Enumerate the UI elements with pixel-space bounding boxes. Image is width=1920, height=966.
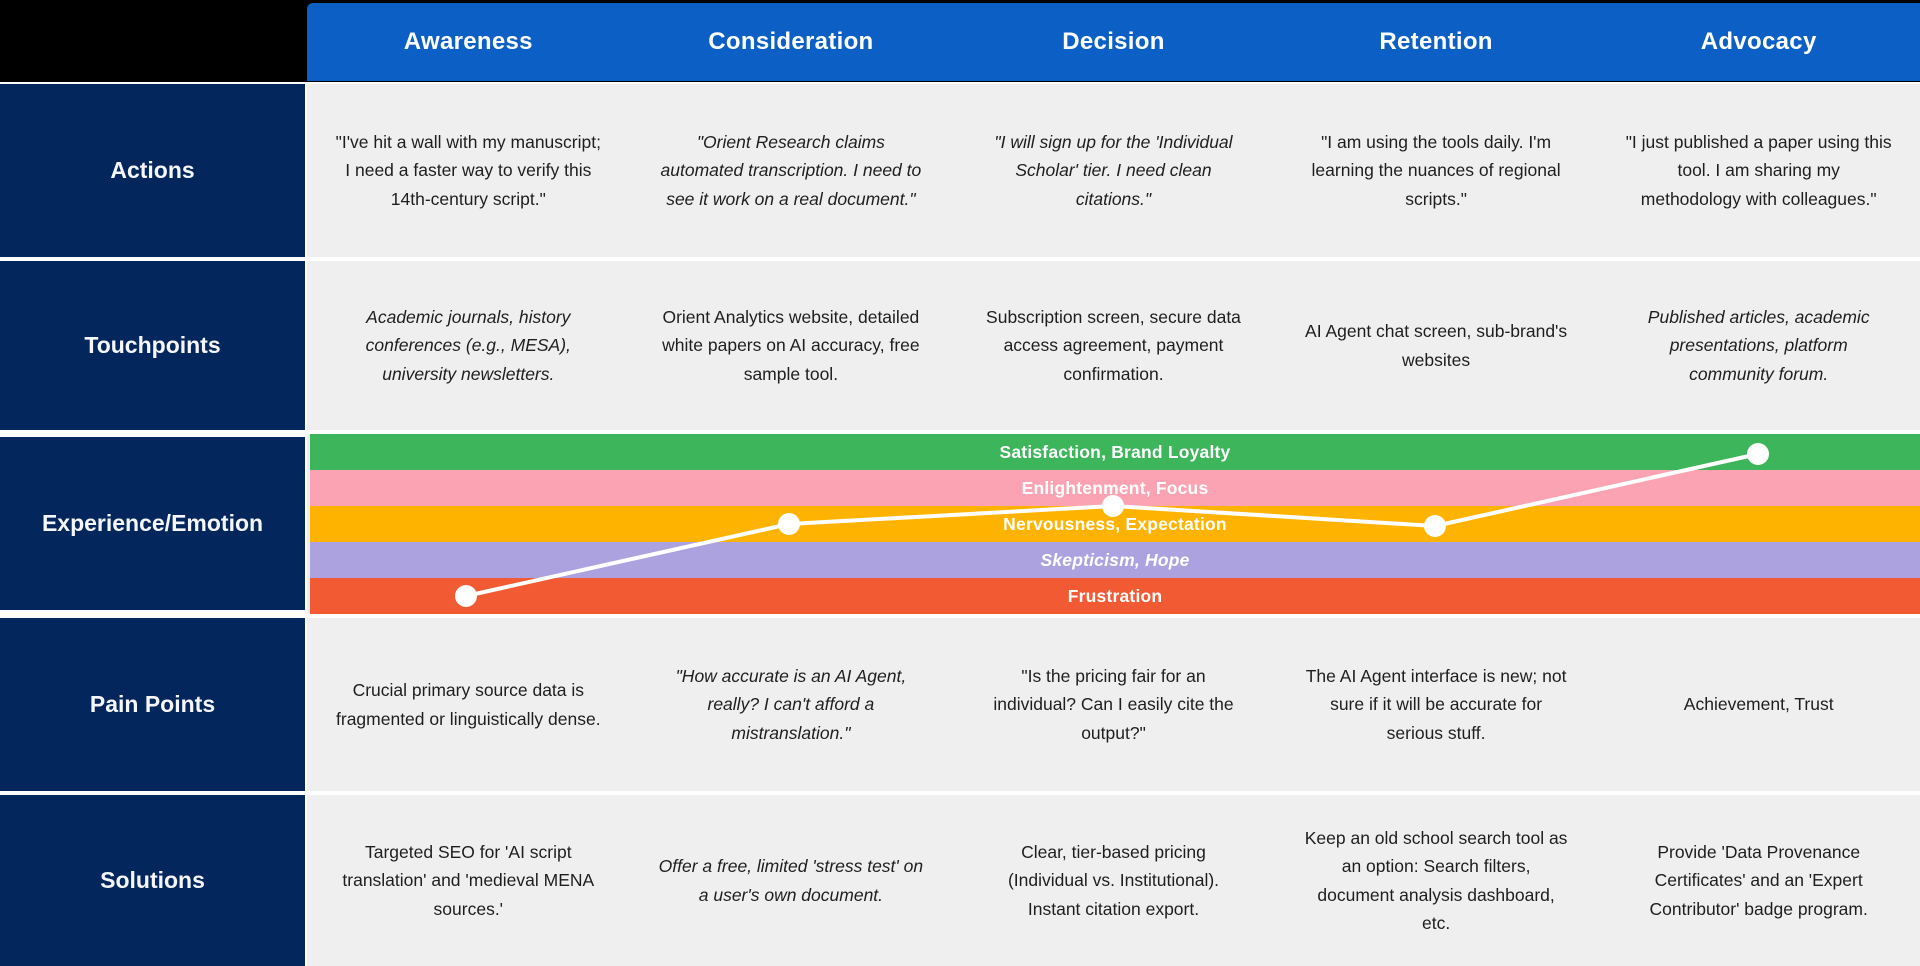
emotion-band-enlightenment: Enlightenment, Focus bbox=[310, 470, 1920, 506]
stage-cell-advocacy: Advocacy bbox=[1700, 28, 1817, 55]
emotion-band-frustration: Frustration bbox=[310, 578, 1920, 614]
cell-solutions-advocacy: Provide 'Data Provenance Certificates' a… bbox=[1649, 841, 1868, 919]
cell-touchpoints-awareness: Academic journals, history conferences (… bbox=[365, 306, 571, 384]
cell-touchpoints-advocacy: Published articles, academic presentatio… bbox=[1647, 306, 1870, 384]
cell-solutions-retention: Keep an old school search tool as an opt… bbox=[1304, 827, 1568, 933]
row-label-touchpoints: Touchpoints bbox=[0, 261, 305, 430]
cell-solutions-decision: Clear, tier-based pricing (Individual vs… bbox=[1007, 841, 1220, 919]
stage-cell-decision: Decision bbox=[1062, 28, 1165, 55]
solutions-row: Targeted SEO for 'AI script translation'… bbox=[307, 795, 1920, 966]
cell-actions-decision: "I will sign up for the 'Individual Scho… bbox=[994, 131, 1233, 209]
cell-pain-retention: The AI Agent interface is new; not sure … bbox=[1305, 665, 1567, 743]
cell-pain-consideration: "How accurate is an AI Agent, really? I … bbox=[675, 665, 907, 743]
cell-pain-decision: "Is the pricing fair for an individual? … bbox=[993, 665, 1234, 743]
stage-cell-consideration: Consideration bbox=[708, 28, 874, 55]
cell-actions-awareness: "I've hit a wall with my manuscript; I n… bbox=[335, 131, 601, 209]
row-label-emotion: Experience/Emotion bbox=[0, 437, 305, 610]
cell-pain-advocacy: Achievement, Trust bbox=[1683, 694, 1834, 715]
emotion-band-row: Satisfaction, Brand Loyalty Enlightenmen… bbox=[307, 434, 1920, 614]
stage-cell-retention: Retention bbox=[1379, 28, 1493, 55]
stage-header-row: Awareness Consideration Decision Retenti… bbox=[307, 3, 1920, 81]
row-label-solutions: Solutions bbox=[0, 795, 305, 966]
row-label-actions: Actions bbox=[0, 84, 305, 257]
stage-cell-awareness: Awareness bbox=[403, 28, 533, 55]
emotion-band-label: Satisfaction, Brand Loyalty bbox=[999, 441, 1231, 462]
emotion-band-label: Enlightenment, Focus bbox=[1021, 477, 1209, 498]
emotion-band-nervousness: Nervousness, Expectation bbox=[310, 506, 1920, 542]
emotion-band-label: Skepticism, Hope bbox=[1040, 549, 1190, 570]
cell-actions-advocacy: "I just published a paper using this too… bbox=[1625, 131, 1892, 209]
cell-solutions-consideration: Offer a free, limited 'stress test' on a… bbox=[658, 856, 924, 905]
actions-row: "I've hit a wall with my manuscript; I n… bbox=[307, 84, 1920, 257]
pain-points-row: Crucial primary source data is fragmente… bbox=[307, 618, 1920, 791]
emotion-band-label: Nervousness, Expectation bbox=[1003, 513, 1227, 534]
emotion-band-label: Frustration bbox=[1067, 585, 1163, 606]
cell-solutions-awareness: Targeted SEO for 'AI script translation'… bbox=[342, 841, 595, 919]
emotion-band-skepticism: Skepticism, Hope bbox=[310, 542, 1920, 578]
cell-touchpoints-retention: AI Agent chat screen, sub-brand's websit… bbox=[1305, 321, 1568, 370]
touchpoints-row: Academic journals, history conferences (… bbox=[307, 261, 1920, 430]
emotion-band-satisfaction: Satisfaction, Brand Loyalty bbox=[310, 434, 1920, 470]
cell-actions-retention: "I am using the tools daily. I'm learnin… bbox=[1311, 131, 1561, 209]
cell-actions-consideration: "Orient Research claims automated transc… bbox=[660, 131, 922, 209]
cell-touchpoints-decision: Subscription screen, secure data access … bbox=[986, 306, 1241, 384]
cell-pain-awareness: Crucial primary source data is fragmente… bbox=[336, 680, 601, 729]
row-label-pain-points: Pain Points bbox=[0, 618, 305, 791]
cell-touchpoints-consideration: Orient Analytics website, detailed white… bbox=[662, 306, 920, 384]
